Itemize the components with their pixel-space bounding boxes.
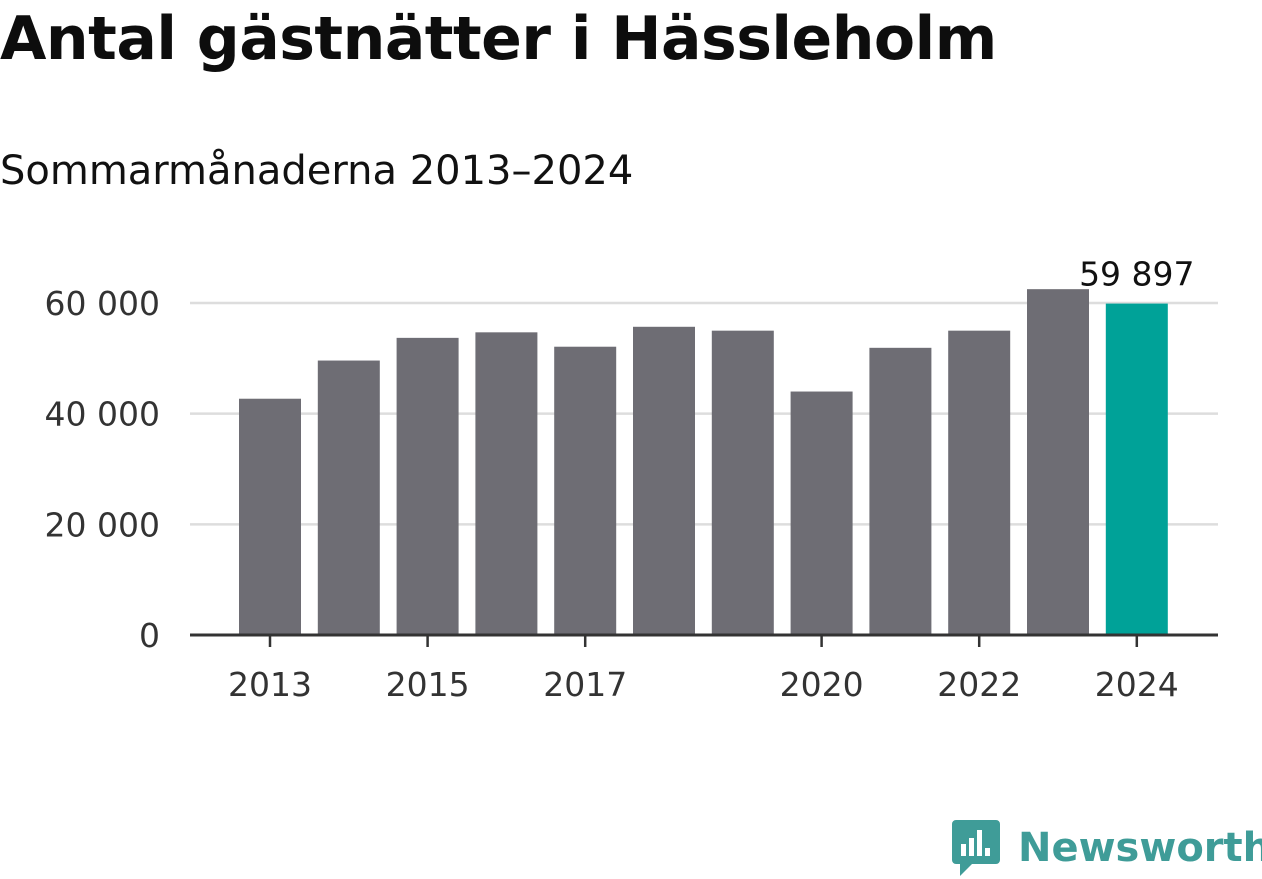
bar-2024 bbox=[1105, 303, 1168, 635]
x-tick-label: 2024 bbox=[1095, 665, 1179, 704]
x-tick-label: 2017 bbox=[543, 665, 627, 704]
newsworthy-logo-icon bbox=[952, 820, 1000, 876]
bar-2017 bbox=[554, 346, 617, 635]
bar-2014 bbox=[317, 360, 380, 635]
x-axis bbox=[190, 633, 1218, 647]
chart-title: Antal gästnätter i Hässleholm bbox=[0, 4, 997, 74]
bar-2022 bbox=[948, 330, 1011, 635]
bar-2013 bbox=[239, 398, 301, 635]
data-label: 59 897 bbox=[1079, 255, 1194, 294]
bar-2020 bbox=[790, 391, 853, 635]
x-axis-labels: 2013 2015 2017 2020 2022 2024 bbox=[228, 665, 1179, 704]
bar-2015 bbox=[396, 337, 459, 635]
y-tick-label: 60 000 bbox=[45, 284, 160, 323]
bar-2021 bbox=[869, 347, 932, 635]
y-axis-labels: 0 20 000 40 000 60 000 bbox=[45, 284, 160, 655]
bar-2019 bbox=[711, 330, 774, 635]
x-tick-label: 2020 bbox=[780, 665, 864, 704]
x-tick-label: 2015 bbox=[386, 665, 470, 704]
y-tick-label: 40 000 bbox=[45, 395, 160, 434]
data-labels: 59 897 bbox=[1079, 255, 1194, 294]
brand-name: Newsworthy bbox=[1018, 825, 1262, 871]
bar-2023 bbox=[1027, 289, 1089, 635]
x-tick-label: 2022 bbox=[937, 665, 1021, 704]
bar-2018 bbox=[633, 326, 695, 635]
y-tick-label: 0 bbox=[139, 616, 160, 655]
x-tick-label: 2013 bbox=[228, 665, 312, 704]
y-tick-label: 20 000 bbox=[45, 505, 160, 544]
bars bbox=[239, 289, 1168, 635]
bar-2016 bbox=[475, 332, 538, 635]
newsworthy-brand: Newsworthy bbox=[950, 818, 1262, 878]
chart-subtitle: Sommarmånaderna 2013–2024 bbox=[0, 148, 634, 194]
